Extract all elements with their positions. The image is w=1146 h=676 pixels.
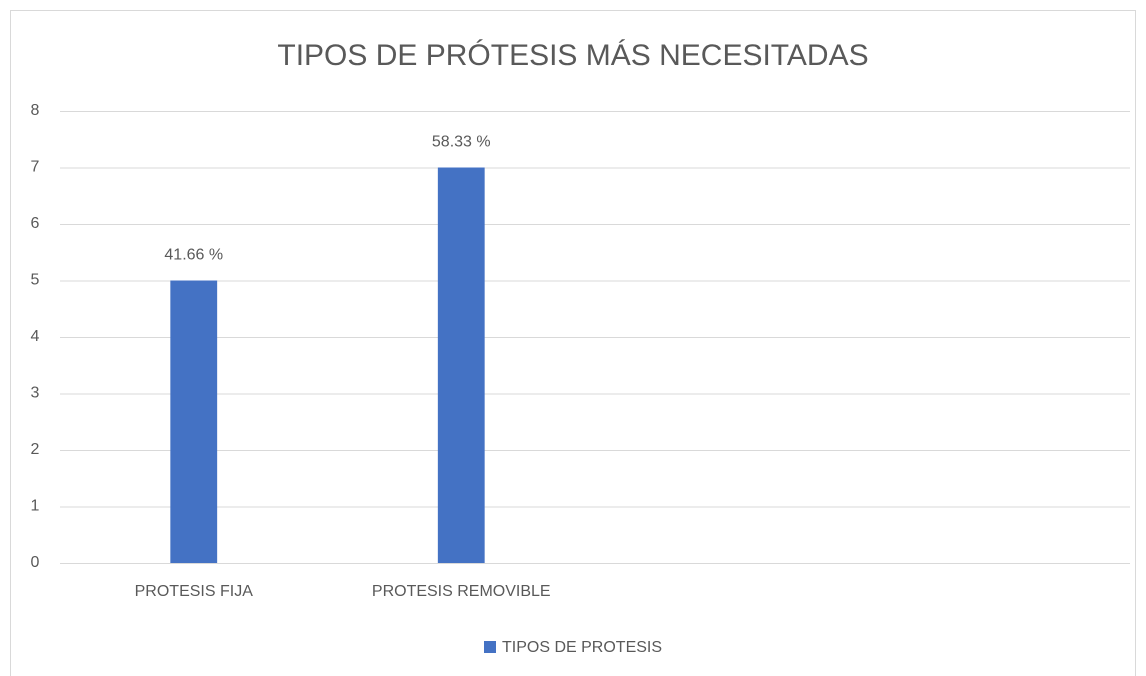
y-tick-label: 5 [31, 272, 40, 289]
data-label: 58.33 % [432, 134, 491, 151]
legend-label: TIPOS DE PROTESIS [502, 639, 662, 656]
y-tick-label: 3 [31, 385, 40, 402]
y-tick-label: 1 [31, 498, 40, 515]
data-label: 41.66 % [164, 247, 223, 264]
chart-title: TIPOS DE PRÓTESIS MÁS NECESITADAS [277, 39, 868, 72]
y-tick-label: 0 [31, 554, 40, 571]
bar [170, 280, 218, 563]
y-tick-label: 7 [31, 159, 40, 176]
bar [437, 167, 485, 563]
x-tick-label: PROTESIS REMOVIBLE [372, 583, 551, 600]
y-tick-label: 4 [31, 328, 40, 345]
y-tick-label: 8 [31, 102, 40, 119]
y-tick-label: 6 [31, 215, 40, 232]
x-tick-label: PROTESIS FIJA [135, 583, 254, 600]
y-tick-label: 2 [31, 441, 40, 458]
legend-swatch [484, 641, 496, 653]
